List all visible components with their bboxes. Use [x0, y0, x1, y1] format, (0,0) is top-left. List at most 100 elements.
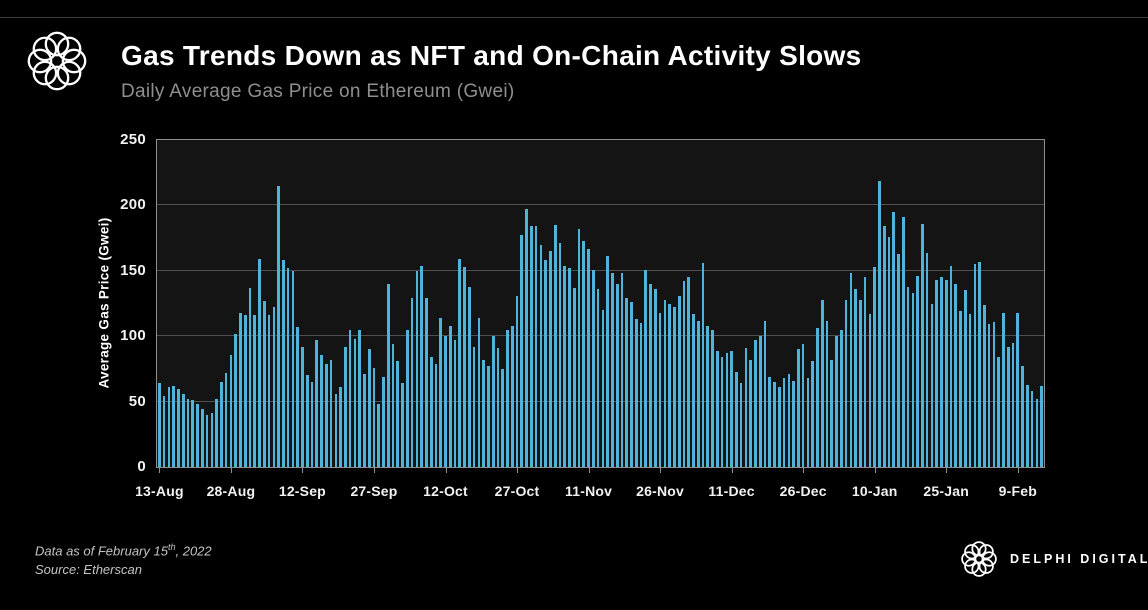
bar — [239, 312, 242, 467]
bar — [839, 329, 843, 467]
bar — [811, 361, 815, 467]
bar — [692, 313, 695, 467]
gridline-50 — [157, 400, 1044, 402]
bar — [320, 354, 323, 467]
bar — [901, 217, 905, 467]
bar — [510, 325, 514, 467]
x-tick-label: 26-Nov — [636, 483, 685, 499]
top-divider — [0, 17, 1148, 18]
bar — [348, 329, 352, 467]
bar — [921, 223, 924, 467]
bar — [525, 209, 528, 467]
bar — [1025, 384, 1029, 467]
bar — [429, 357, 433, 467]
bar — [973, 264, 977, 467]
x-tick-label: 12-Sep — [278, 483, 326, 499]
bar — [940, 277, 943, 467]
bar — [406, 329, 409, 467]
bar — [363, 374, 366, 467]
gridline-100 — [157, 335, 1044, 337]
bar — [463, 266, 466, 467]
bar — [716, 350, 719, 467]
brand-lockup: DELPHI DIGITAL — [958, 538, 1148, 580]
bar — [897, 253, 900, 467]
bar — [744, 347, 748, 467]
delphi-knot-logo — [22, 26, 92, 96]
bar — [863, 277, 867, 467]
bar — [916, 276, 919, 467]
bar — [778, 387, 781, 467]
bar — [730, 350, 733, 467]
bar — [844, 299, 848, 467]
bar — [997, 357, 1001, 467]
bar — [654, 289, 657, 467]
y-tick-label: 150 — [120, 261, 146, 279]
bar — [854, 289, 857, 467]
gridline-200 — [157, 204, 1044, 206]
bar — [873, 266, 877, 467]
bar — [792, 380, 795, 467]
y-tick-label: 200 — [120, 196, 146, 214]
bar — [587, 248, 590, 467]
bar — [477, 317, 481, 467]
bar — [282, 260, 285, 467]
bar — [887, 236, 891, 467]
bar — [968, 313, 972, 467]
bar — [696, 320, 700, 467]
bar — [687, 277, 691, 467]
bar — [1016, 312, 1020, 467]
bar — [606, 256, 609, 467]
bar — [205, 414, 209, 467]
y-axis-title: Average Gas Price (Gwei) — [96, 217, 112, 389]
bar — [677, 295, 681, 467]
bar — [787, 374, 791, 467]
bar — [563, 265, 567, 467]
bar — [377, 404, 381, 467]
x-tick-label: 13-Aug — [135, 483, 184, 499]
bar — [425, 298, 428, 467]
bar — [963, 290, 967, 467]
chart-plot-area — [156, 139, 1045, 468]
bar — [1002, 312, 1005, 467]
bar — [711, 329, 714, 467]
x-tick-mark — [874, 468, 876, 473]
bar — [315, 340, 319, 467]
bar — [758, 336, 762, 467]
bar — [668, 303, 671, 467]
bar — [825, 320, 829, 467]
bar — [420, 265, 423, 467]
bar — [820, 299, 824, 467]
bar — [1011, 342, 1015, 467]
bar — [615, 283, 619, 467]
brand-name: DELPHI DIGITAL — [1010, 552, 1148, 566]
bar — [625, 298, 629, 467]
bar — [539, 244, 543, 467]
bar — [806, 378, 810, 467]
bar — [248, 287, 252, 467]
bar — [167, 387, 171, 467]
bar — [501, 368, 505, 467]
bar — [158, 383, 161, 467]
bar — [983, 304, 986, 467]
bar — [534, 226, 538, 467]
bar — [196, 404, 199, 467]
bar — [725, 353, 729, 467]
bar — [472, 346, 476, 467]
bar — [234, 333, 237, 467]
bar — [649, 283, 652, 467]
bar — [1006, 346, 1010, 467]
bar — [906, 286, 910, 467]
bars-container — [157, 140, 1044, 467]
x-tick-mark — [159, 468, 161, 473]
bar — [1030, 391, 1034, 467]
bar — [396, 361, 400, 467]
bar — [415, 270, 419, 467]
bar — [849, 273, 853, 467]
bar — [830, 359, 834, 467]
bar — [749, 359, 753, 467]
bar — [453, 340, 457, 467]
bar — [444, 336, 447, 467]
bar — [658, 312, 662, 467]
bar — [768, 376, 772, 467]
bar — [434, 363, 438, 467]
